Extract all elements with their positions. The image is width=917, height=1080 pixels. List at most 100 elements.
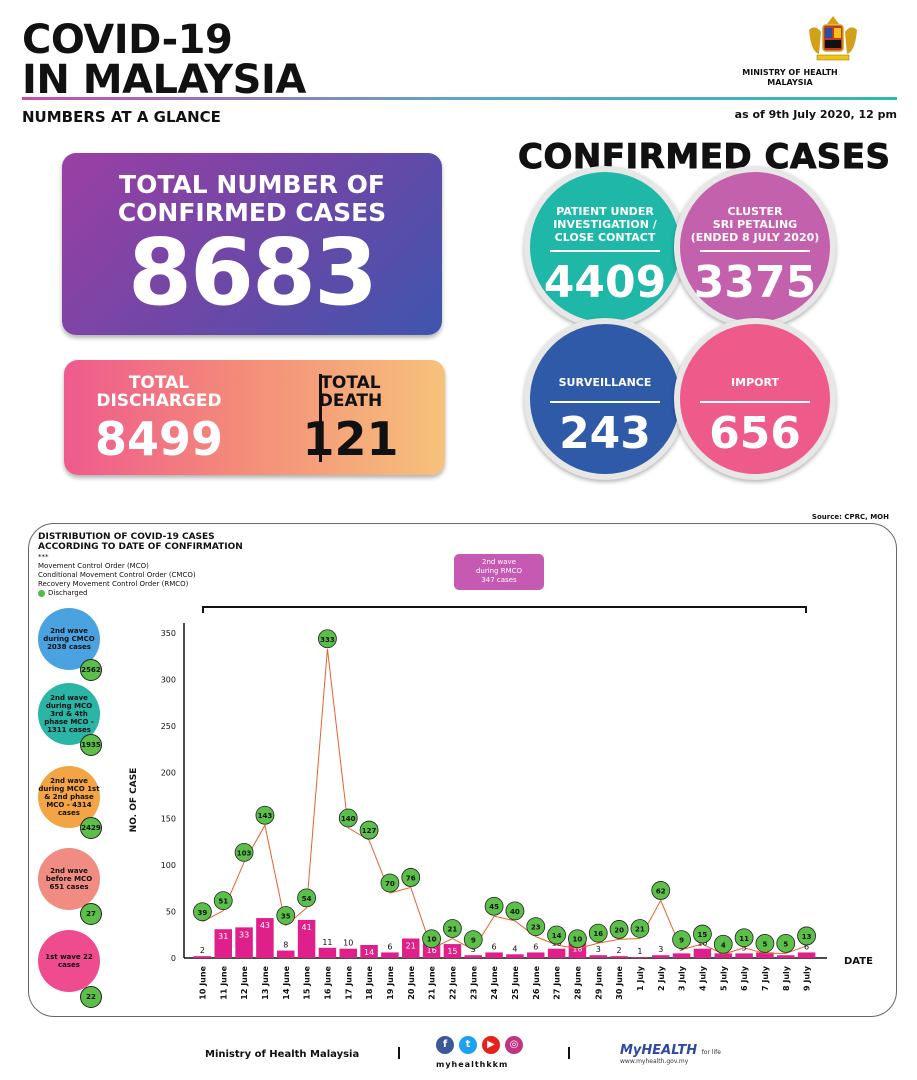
discharged-value-label: 16 — [593, 930, 603, 938]
footer-ministry: Ministry of Health Malaysia — [205, 1049, 360, 1060]
bar — [714, 953, 732, 958]
import-label: IMPORT — [731, 376, 779, 389]
x-tick-label: 22 June — [448, 965, 457, 999]
rmco-wave-box: 2nd wave during RMCO 347 cases — [454, 554, 544, 590]
discharged-marker — [193, 902, 212, 922]
x-tick-label: 6 July — [740, 965, 749, 991]
discharged-marker — [401, 868, 421, 887]
discharged-marker — [568, 929, 587, 949]
bar — [777, 955, 795, 958]
bar — [652, 955, 670, 958]
discharged-section: TOTAL DISCHARGED 8499 — [64, 360, 254, 475]
cluster-label-2: SRI PETALING — [712, 218, 798, 231]
rmco-box-line-2: during RMCO — [475, 567, 523, 575]
discharged-marker — [318, 629, 337, 649]
x-tick-label: 29 June — [594, 965, 603, 999]
x-tick-label: 1 July — [636, 965, 645, 991]
bar-value-label: 11 — [322, 938, 332, 947]
discharged-value-label: 62 — [656, 887, 666, 895]
legend-rmco: Recovery Movement Control Order (RMCO) — [38, 580, 189, 588]
discharged-marker — [609, 920, 629, 939]
x-tick-label: 19 June — [386, 965, 395, 999]
wave-discharged-badge: 2562 — [80, 659, 102, 681]
discharged-marker — [505, 901, 525, 921]
x-tick-label: 8 July — [782, 965, 791, 991]
cluster-label-3: (ENDED 8 JULY 2020) — [690, 231, 820, 244]
subtitle: NUMBERS AT A GLANCE — [22, 108, 221, 126]
discharged-value-label: 5 — [783, 940, 788, 948]
bar — [672, 953, 691, 958]
discharged-value-label: 21 — [448, 926, 458, 934]
bar-value-label: 3 — [658, 945, 663, 954]
bar — [485, 952, 503, 958]
import-divider — [700, 401, 810, 403]
cluster-value: 3375 — [693, 257, 817, 308]
discharged-dot-icon — [38, 589, 45, 597]
y-tick-label: 0 — [171, 954, 176, 963]
x-tick-label: 15 June — [303, 965, 312, 999]
bar — [527, 952, 545, 958]
discharged-marker — [276, 906, 296, 925]
discharged-value-label: 20 — [614, 926, 624, 934]
x-tick-label: 10 June — [198, 965, 207, 999]
title-line-1: COVID-19 — [22, 17, 233, 63]
discharged-marker — [734, 928, 754, 948]
bar — [735, 953, 753, 958]
bar — [214, 929, 232, 958]
wave-bubble-before-mco: 2nd wave before MCO 651 cases — [38, 848, 100, 910]
bar-value-label: 41 — [301, 923, 311, 932]
bar-value-label: 18 — [572, 944, 582, 953]
x-tick-label: 5 July — [719, 965, 728, 991]
x-tick-label: 18 June — [365, 965, 374, 999]
bar — [381, 952, 399, 958]
bar-value-label: 3 — [596, 945, 601, 954]
legend-mco: Movement Control Order (MCO) — [38, 562, 149, 570]
discharged-marker — [297, 888, 316, 908]
pui-label-2: INVESTIGATION / — [553, 218, 657, 231]
card-separator — [319, 374, 322, 462]
discharged-marker — [463, 930, 483, 950]
myhealth-url: www.myhealth.gov.my — [620, 1058, 689, 1065]
instagram-icon[interactable]: ◎ — [505, 1036, 523, 1054]
bar — [235, 927, 253, 958]
discharged-value-label: 9 — [471, 937, 476, 945]
wave-text: 2nd wave during CMCO 2038 cases — [43, 627, 95, 651]
total-confirmed-label: TOTAL NUMBER OF CONFIRMED CASES — [62, 171, 442, 227]
bar — [610, 956, 628, 958]
bar-value-label: 1 — [637, 947, 642, 956]
y-tick-label: 250 — [161, 722, 176, 731]
discharged-marker — [588, 923, 608, 943]
distribution-title-2: ACCORDING TO DATE OF CONFIRMATION — [38, 542, 243, 552]
discharged-marker — [630, 919, 650, 938]
youtube-icon[interactable]: ▶ — [482, 1036, 500, 1054]
surveillance-divider — [550, 401, 660, 403]
bar — [693, 948, 712, 958]
wave-discharged-badge: 22 — [80, 986, 102, 1008]
social-handle[interactable]: myhealthkkm — [436, 1060, 509, 1069]
header-divider — [22, 97, 897, 100]
rmco-box-line-3: 347 cases — [481, 576, 517, 584]
discharged-marker — [755, 933, 775, 953]
death-label-2: DEATH — [318, 391, 383, 411]
bar — [339, 948, 357, 958]
bar — [756, 952, 774, 958]
x-tick-label: 9 July — [803, 965, 812, 991]
ministry-label: MINISTRY OF HEALTH MALAYSIA — [735, 68, 845, 88]
discharged-marker — [776, 933, 796, 953]
twitter-icon[interactable]: t — [459, 1036, 477, 1054]
myhealth-brand: MyHEALTH — [620, 1043, 698, 1058]
x-tick-label: 4 July — [698, 965, 707, 991]
discharged-value-label: 45 — [489, 903, 499, 911]
surveillance-label: SURVEILLANCE — [558, 376, 652, 389]
y-tick-label: 350 — [161, 629, 176, 638]
x-tick-label: 20 June — [407, 965, 416, 999]
discharged-value-label: 51 — [218, 898, 228, 906]
bar — [547, 948, 566, 958]
discharged-marker — [422, 929, 441, 949]
discharged-value-label: 10 — [427, 936, 437, 944]
facebook-icon[interactable]: f — [436, 1036, 454, 1054]
x-tick-label: 14 June — [282, 965, 291, 999]
discharged-marker — [213, 891, 233, 911]
discharged-value-label: 143 — [258, 812, 273, 820]
